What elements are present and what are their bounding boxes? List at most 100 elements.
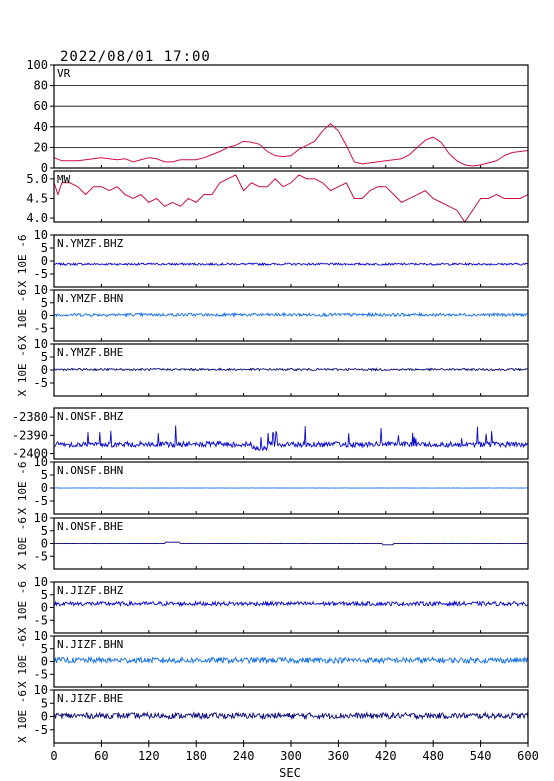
timestamp-label: 2022/08/01 17:00: [60, 49, 211, 65]
unit-label: X 10E -6: [16, 462, 29, 515]
panel-frame: [53, 234, 529, 288]
y-tick-label: 5: [41, 524, 48, 538]
y-tick-label: -2390: [12, 428, 48, 442]
unit-label: X 10E -6: [16, 289, 29, 342]
y-tick-label: 10: [34, 228, 48, 242]
x-tick-label: 600: [517, 749, 539, 763]
y-tick-label: 10: [34, 283, 48, 297]
panel-label: N.YMZF.BHE: [57, 346, 123, 359]
y-tick-label: 10: [34, 683, 48, 697]
series-line: [53, 541, 528, 546]
y-tick-label: 10: [34, 575, 48, 589]
series-line: [53, 174, 529, 223]
y-tick-label: 5: [41, 642, 48, 656]
panel-frame: [53, 170, 529, 223]
y-tick-label: -5: [34, 494, 48, 508]
x-tick-label: 420: [375, 749, 397, 763]
panel-vr: 0 20 40 60 80 100 VR: [26, 58, 529, 175]
panel-frame: [53, 581, 529, 634]
series-line: [53, 123, 529, 167]
unit-label: X 10E -6: [16, 690, 29, 743]
y-tick-label: 0: [41, 309, 48, 323]
panel-label: VR: [57, 67, 71, 80]
y-tick-label: -5: [34, 549, 48, 563]
panel-frame: [53, 343, 529, 397]
x-tick-label: 300: [280, 749, 302, 763]
unit-label: X 10E -6: [16, 344, 29, 397]
x-tick-label: 480: [422, 749, 444, 763]
panel-frame: [53, 635, 529, 688]
series-line: [53, 599, 529, 608]
y-tick-label: 5: [41, 696, 48, 710]
x-tick-label: 60: [94, 749, 108, 763]
unit-label: X 10E -6: [16, 635, 29, 688]
panel-label: N.ONSF.BHE: [57, 520, 123, 533]
y-tick-label: 10: [34, 337, 48, 351]
panel-frame: [53, 407, 529, 460]
x-tick-label: 540: [470, 749, 492, 763]
panel-label: N.YMZF.BHN: [57, 292, 123, 305]
y-tick-label: -5: [34, 613, 48, 627]
panel-n-onsf-bhz: -2400 -2390 -2380 N.ONSF.BHZ: [12, 407, 529, 461]
y-tick-label: 0: [41, 161, 48, 175]
series-line: [53, 367, 529, 372]
unit-label: X 10E -6: [16, 517, 29, 570]
panel-label: N.JIZF.BHN: [57, 638, 123, 651]
y-tick-label: -5: [34, 376, 48, 390]
y-tick-label: 0: [41, 254, 48, 268]
y-tick-label: 5: [41, 296, 48, 310]
panel-label: N.JIZF.BHZ: [57, 584, 124, 597]
series-line: [53, 261, 529, 267]
panel-frame: [53, 461, 529, 515]
series-line: [53, 655, 529, 665]
y-tick-label: 10: [34, 511, 48, 525]
y-tick-label: -5: [34, 667, 48, 681]
unit-label: X 10E -6: [16, 235, 29, 288]
y-tick-label: 20: [34, 140, 48, 154]
panel-label: MW: [57, 173, 71, 186]
panel-label: N.ONSF.BHN: [57, 464, 123, 477]
y-tick-label: 0: [41, 655, 48, 669]
x-tick-label: 0: [50, 749, 57, 763]
y-tick-label: -2380: [12, 410, 48, 424]
y-tick-label: 60: [34, 99, 48, 113]
series-line: [53, 311, 529, 318]
y-tick-label: 80: [34, 79, 48, 93]
y-tick-label: 0: [41, 601, 48, 615]
x-tick-label: 360: [328, 749, 350, 763]
panel-frame: [53, 517, 529, 570]
panel-label: N.ONSF.BHZ: [57, 410, 124, 423]
series-line: [53, 711, 529, 721]
y-tick-label: 5.0: [26, 172, 48, 186]
y-tick-label: 5: [41, 350, 48, 364]
y-tick-label: -5: [34, 723, 48, 737]
y-tick-label: 40: [34, 120, 48, 134]
x-tick-label: 120: [138, 749, 160, 763]
unit-label: X 10E -6: [16, 581, 29, 634]
y-tick-label: -2400: [12, 447, 48, 461]
y-tick-label: 5: [41, 241, 48, 255]
y-tick-label: 5: [41, 468, 48, 482]
panel-mw: 4.0 4.5 5.0 MW: [26, 170, 529, 225]
x-tick-label: 240: [233, 749, 255, 763]
y-tick-label: 0: [41, 481, 48, 495]
series-line: [53, 425, 529, 452]
y-tick-label: -5: [34, 267, 48, 281]
y-tick-label: 4.5: [26, 191, 48, 205]
y-tick-label: 0: [41, 363, 48, 377]
x-tick-label: 180: [185, 749, 207, 763]
x-axis-label: SEC: [279, 766, 301, 780]
y-tick-label: 10: [34, 455, 48, 469]
y-tick-label: 4.0: [26, 211, 48, 225]
y-tick-label: 100: [26, 58, 48, 72]
panel-label: N.JIZF.BHE: [57, 692, 123, 705]
